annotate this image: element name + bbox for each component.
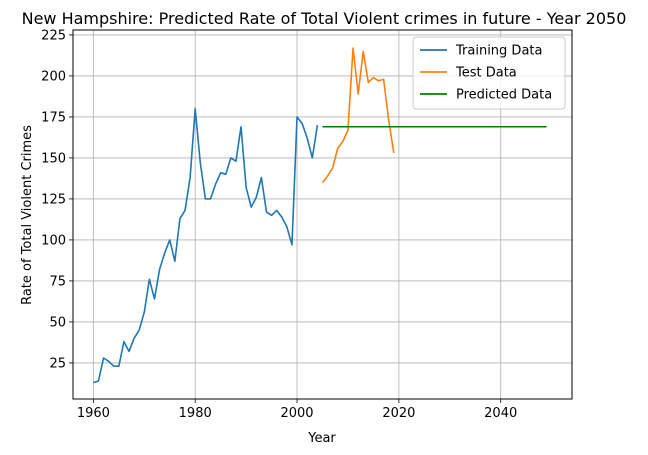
y-tick-label: 225 [41,28,66,43]
legend-label-training-data: Training Data [455,44,542,59]
legend-label-test-data: Test Data [455,66,517,81]
y-axis-title: Rate of Total Violent Crimes [20,125,35,305]
x-axis: 1960 1980 2000 2020 2040 [77,399,517,421]
y-axis: 25 50 75 100 125 150 175 200 225 [41,28,73,371]
x-tick-label: 2000 [280,406,313,421]
legend-label-predicted-data: Predicted Data [456,88,552,103]
x-tick-label: 1960 [77,406,110,421]
y-tick-label: 25 [49,356,66,371]
legend: Training Data Test Data Predicted Data [412,36,566,110]
y-tick-label: 175 [41,110,66,125]
legend-box [412,36,566,110]
plot-frame [72,29,573,400]
y-tick-label: 75 [49,274,66,289]
x-tick-label: 2020 [382,406,415,421]
y-tick-label: 150 [41,151,66,166]
y-tick-label: 200 [41,69,66,84]
series-layer [93,47,547,384]
y-tick-label: 125 [41,192,66,207]
y-tick-label: 100 [41,233,66,248]
y-tick-label: 50 [49,315,66,330]
series-line-training-data [93,107,319,384]
series-line-test-data [321,47,395,184]
x-axis-title: Year [307,431,336,446]
x-tick-label: 1980 [179,406,212,421]
x-tick-label: 2040 [484,406,517,421]
chart-title: New Hampshire: Predicted Rate of Total V… [22,9,627,28]
